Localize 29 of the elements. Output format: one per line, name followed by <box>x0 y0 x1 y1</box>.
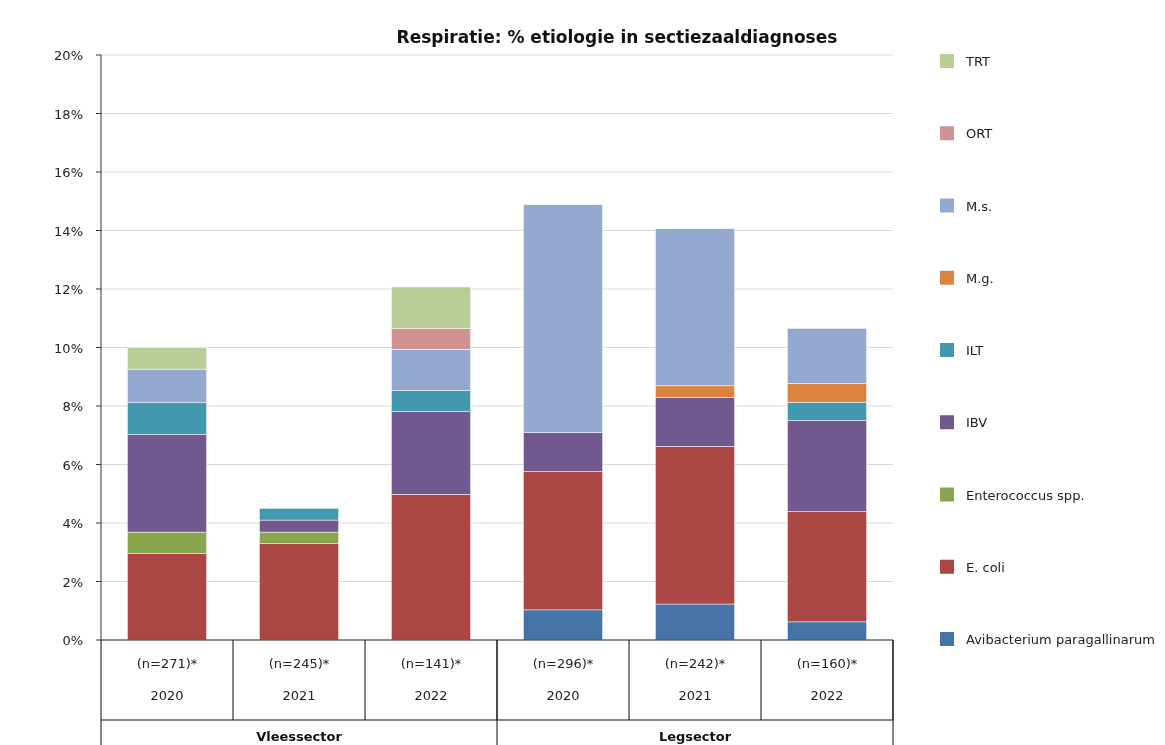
y-tick-label: 18% <box>54 106 83 122</box>
chart-title: Respiratie: % etiologie in sectiezaaldiagnoses <box>396 27 838 47</box>
y-tick-label: 4% <box>62 516 83 531</box>
category-label: (n=296)* 2020 <box>532 656 594 703</box>
legend-label: M.s. <box>966 198 993 214</box>
legend-label: ORT <box>966 126 993 142</box>
y-tick-label: 6% <box>62 457 83 473</box>
category-label: (n=245)* 2021 <box>268 656 330 703</box>
category-label: (n=160)* 2022 <box>796 656 858 703</box>
y-tick-label: 14% <box>54 223 83 239</box>
y-tick-label: 16% <box>54 165 83 180</box>
text: Vleessector <box>256 729 343 744</box>
category-label: (n=242)* 2021 <box>664 656 726 703</box>
y-tick-label: 12% <box>54 282 83 297</box>
category-label: (n=271)* 2020 <box>136 656 198 703</box>
legend-label: M.g. <box>966 270 994 286</box>
y-tick-label: 0% <box>62 633 83 648</box>
legend-label: E. coli <box>966 559 1005 575</box>
legend-label: IBV <box>966 415 988 431</box>
legend-label: Avibacterium paragallinarum <box>966 632 1155 647</box>
y-tick-label: 10% <box>54 340 83 356</box>
y-tick-label: 20% <box>54 48 83 63</box>
text: Legsector <box>658 729 732 744</box>
legend-label: Enterococcus spp. <box>966 487 1085 503</box>
legend-label: TRT <box>965 54 991 69</box>
category-label: (n=141)* 2022 <box>400 656 462 703</box>
legend-label: ILT <box>966 343 984 358</box>
y-tick-label: 2% <box>62 574 83 590</box>
y-tick-label: 8% <box>62 399 83 414</box>
